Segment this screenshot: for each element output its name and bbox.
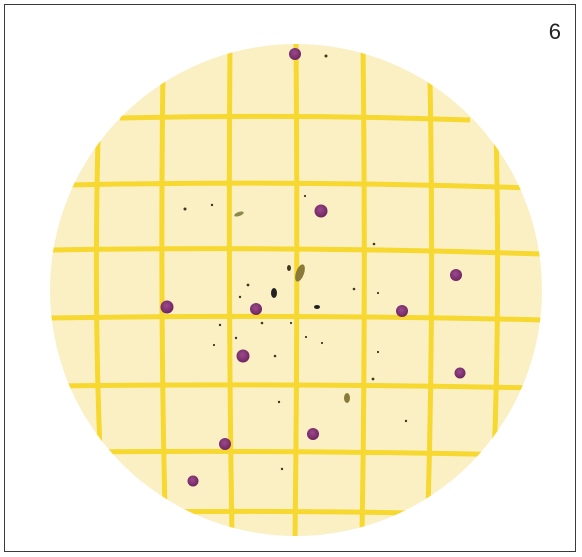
colony	[314, 204, 328, 218]
colony	[250, 303, 262, 315]
grid-line-h5	[59, 382, 537, 391]
grid-lines	[50, 44, 542, 536]
grid-line-h4	[50, 313, 542, 323]
grid-line-h6	[79, 448, 521, 458]
panel-number: 6	[548, 19, 561, 44]
colony	[187, 475, 199, 487]
grid-line-h7	[149, 508, 451, 517]
grid-line-v4	[292, 44, 300, 536]
colonies	[160, 48, 466, 487]
colony	[219, 438, 231, 450]
debris-particles	[183, 54, 408, 471]
grid-line-v7	[491, 129, 501, 461]
colony	[450, 269, 462, 281]
colony	[160, 300, 174, 314]
colony	[236, 349, 250, 363]
grid-line-v1	[93, 139, 103, 451]
grid-line-h2	[69, 180, 531, 191]
colony	[396, 305, 408, 317]
grid-line-h1	[119, 113, 471, 123]
colony	[289, 48, 301, 60]
colony	[307, 428, 319, 440]
grid-line-h3	[51, 246, 542, 257]
colony	[454, 367, 466, 379]
